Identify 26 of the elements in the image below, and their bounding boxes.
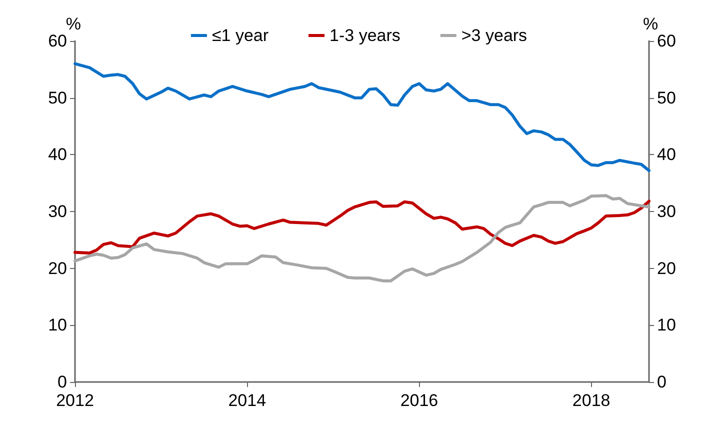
x-tick-label: 2016 — [400, 391, 438, 410]
y2-tick-label: 0 — [657, 372, 666, 392]
y-tick-label: 20 — [48, 258, 67, 278]
y-tick-label: 30 — [48, 202, 67, 221]
y2-tick-label: 60 — [657, 32, 676, 50]
legend-label: ≤1 year — [212, 26, 269, 45]
line-series — [74, 62, 650, 172]
y-tick-label: 60 — [48, 32, 67, 50]
y-tick-label: 10 — [48, 316, 67, 335]
legend-label: >3 years — [461, 26, 528, 45]
y-tick-label: 50 — [48, 88, 67, 108]
line-series — [74, 194, 650, 282]
y2-tick-label: 10 — [657, 316, 676, 335]
y2-tick-label: 30 — [657, 202, 676, 221]
legend-label: 1-3 years — [330, 26, 400, 45]
y-tick-label: 0 — [58, 372, 67, 392]
y-tick-label: 40 — [48, 145, 67, 164]
y-axis-title: % — [66, 14, 81, 34]
y2-axis-title: % — [643, 14, 658, 34]
y2-tick-label: 40 — [657, 145, 676, 164]
y2-tick-label: 20 — [657, 258, 676, 278]
x-tick-label: 2014 — [228, 391, 266, 410]
line-series — [74, 200, 650, 254]
x-tick-label: 2012 — [56, 391, 94, 410]
y2-tick-label: 50 — [657, 88, 676, 108]
x-tick-label: 2018 — [572, 391, 610, 410]
